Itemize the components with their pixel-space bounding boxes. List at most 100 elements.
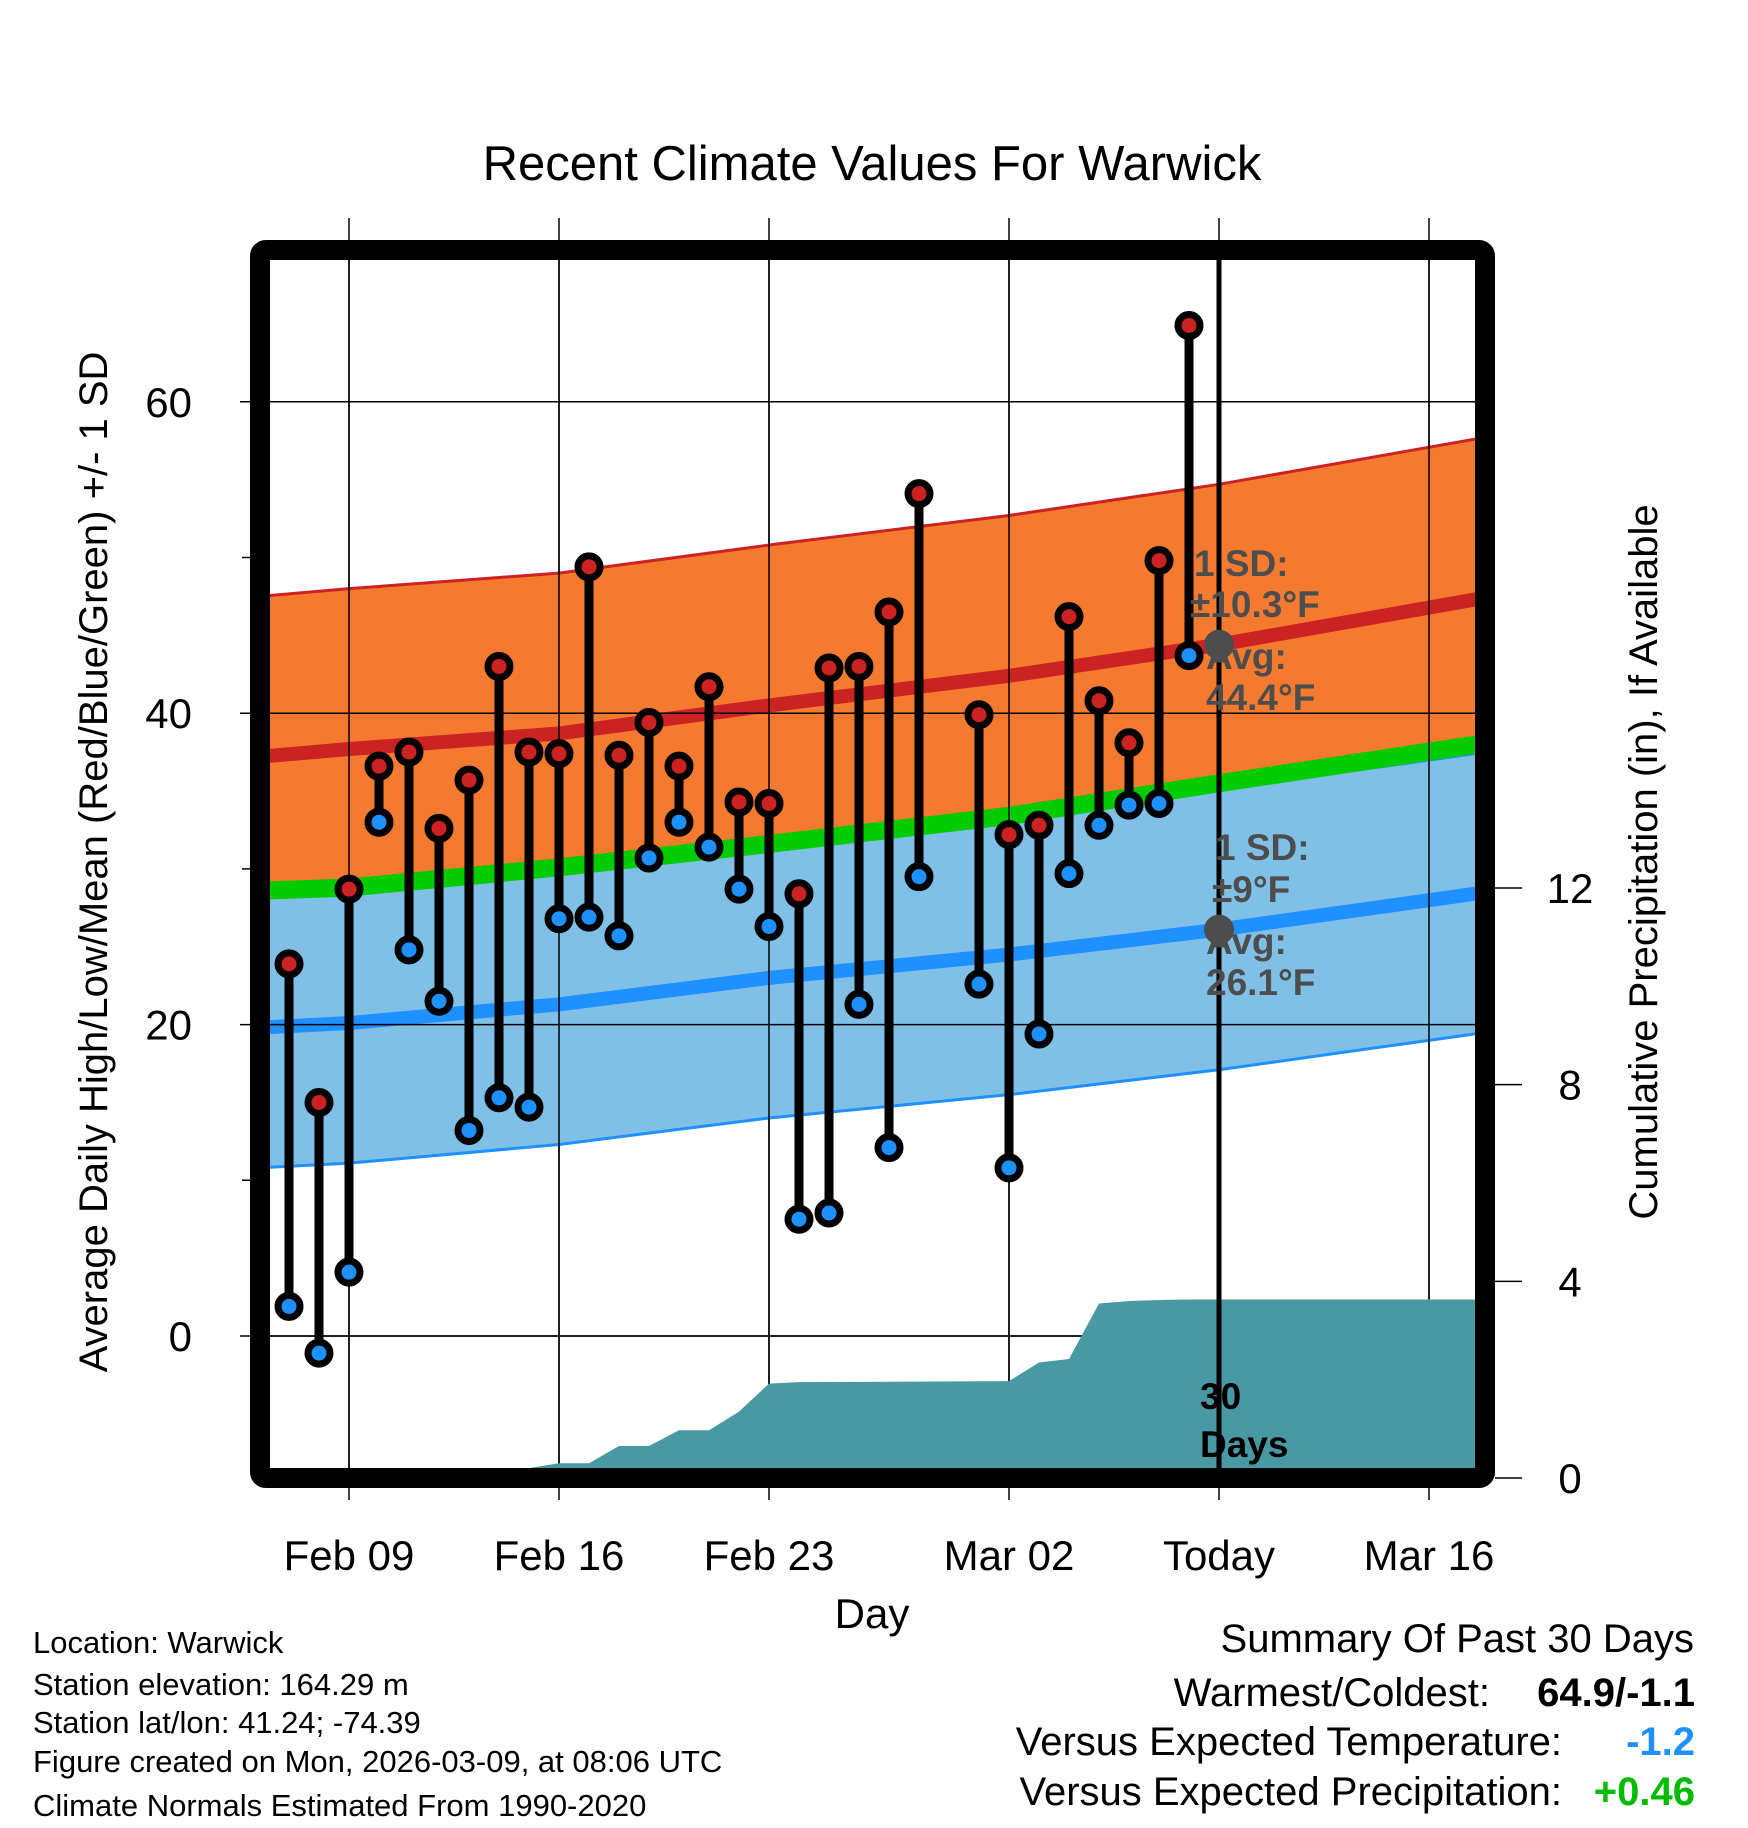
today-low-normal-dot: [1204, 914, 1234, 945]
daily-low-point: [364, 807, 394, 837]
warm-cold-label: Warmest/Coldest:: [1174, 1671, 1490, 1715]
normals-text: Climate Normals Estimated From 1990-2020: [33, 1788, 646, 1823]
daily-high-point: [1114, 728, 1144, 758]
created-text: Figure created on Mon, 2026-03-09, at 08…: [33, 1744, 722, 1779]
station-info: Location: Warwick Station elevation: 164…: [33, 1625, 722, 1823]
daily-low-point: [334, 1257, 364, 1287]
daily-low-point: [394, 935, 424, 965]
daily-low-point: [604, 921, 634, 951]
daily-low-point: [994, 1153, 1024, 1183]
x-tick-label: Today: [1163, 1532, 1275, 1579]
daily-high-point: [1024, 810, 1054, 840]
daily-low-point: [514, 1092, 544, 1122]
temp-vs-expected-value: -1.2: [1626, 1720, 1695, 1764]
high-avg-label: Avg:: [1206, 636, 1287, 677]
high-avg-value: 44.4°F: [1206, 677, 1315, 718]
daily-high-point: [604, 740, 634, 770]
daily-low-point: [544, 904, 574, 934]
daily-high-point: [844, 651, 874, 681]
daily-low-point: [484, 1083, 514, 1113]
daily-high-point: [334, 874, 364, 904]
x-tick-label: Mar 16: [1364, 1532, 1495, 1579]
daily-low-point: [784, 1204, 814, 1234]
daily-low-point: [1054, 859, 1084, 889]
window-label-line2: Days: [1200, 1424, 1288, 1465]
warm-cold-value: 64.9/-1.1: [1537, 1671, 1695, 1715]
window-label-line1: 30: [1200, 1376, 1241, 1417]
daily-high-point: [1174, 311, 1204, 341]
high-sd-value: ±10.3°F: [1190, 584, 1320, 625]
daily-high-point: [544, 739, 574, 769]
normals-annotations: 1 SD: ±10.3°F Avg: 44.4°F 1 SD: ±9°F Avg…: [1190, 543, 1320, 1465]
daily-low-point: [634, 843, 664, 873]
daily-high-point: [1084, 686, 1114, 716]
daily-low-point: [1174, 641, 1204, 671]
high-sd-label: 1 SD:: [1194, 543, 1289, 584]
daily-low-point: [1024, 1019, 1054, 1049]
chart-title: Recent Climate Values For Warwick: [483, 137, 1262, 191]
summary-title: Summary Of Past 30 Days: [1221, 1617, 1694, 1661]
daily-high-point: [874, 597, 904, 627]
cumulative-precip-area: [270, 1299, 1477, 1468]
x-tick-label: Feb 09: [284, 1532, 415, 1579]
y2-tick-label: 12: [1547, 865, 1594, 912]
temperature-marks: [274, 311, 1234, 1368]
y-axis-label: Average Daily High/Low/Mean (Red/Blue/Gr…: [72, 352, 116, 1373]
daily-low-point: [874, 1133, 904, 1163]
low-sd-value: ±9°F: [1212, 869, 1290, 910]
low-sd-label: 1 SD:: [1215, 827, 1310, 868]
elevation-text: Station elevation: 164.29 m: [33, 1667, 409, 1702]
daily-high-point: [664, 751, 694, 781]
daily-high-point: [274, 949, 304, 979]
daily-low-point: [1114, 790, 1144, 820]
daily-high-point: [424, 813, 454, 843]
x-tick-label: Feb 23: [704, 1532, 835, 1579]
daily-low-point: [904, 862, 934, 892]
daily-low-point: [424, 986, 454, 1016]
y-tick-label: 60: [145, 379, 192, 426]
daily-high-point: [754, 789, 784, 819]
low-normal-band: [270, 753, 1477, 1168]
daily-low-point: [274, 1291, 304, 1321]
daily-low-point: [454, 1115, 484, 1145]
daily-high-point: [364, 751, 394, 781]
y2-tick-label: 0: [1558, 1455, 1581, 1502]
daily-high-point: [454, 765, 484, 795]
y-tick-label: 20: [145, 1002, 192, 1049]
daily-low-point: [964, 969, 994, 999]
daily-high-point: [514, 737, 544, 767]
today-high-normal-dot: [1204, 629, 1234, 660]
daily-high-point: [694, 672, 724, 702]
daily-high-point: [394, 737, 424, 767]
y2-tick-label: 4: [1558, 1258, 1581, 1305]
daily-high-point: [484, 651, 514, 681]
daily-low-point: [574, 902, 604, 932]
daily-low-point: [814, 1198, 844, 1228]
daily-low-point: [844, 989, 874, 1019]
low-avg-label: Avg:: [1206, 921, 1287, 962]
y-tick-label: 40: [145, 690, 192, 737]
x-axis-label: Day: [835, 1590, 910, 1637]
latlon-text: Station lat/lon: 41.24; -74.39: [33, 1705, 421, 1740]
daily-high-point: [814, 653, 844, 683]
daily-high-point: [1054, 602, 1084, 632]
daily-high-point: [724, 787, 754, 817]
axis-tick-labels: Feb 09 Feb 16 Feb 23 Mar 02 Today Mar 1660402…: [145, 379, 1593, 1579]
precip-vs-expected-label: Versus Expected Precipitation:: [1019, 1770, 1562, 1814]
summary: Summary Of Past 30 Days Warmest/Coldest:…: [1016, 1617, 1695, 1814]
low-avg-value: 26.1°F: [1206, 962, 1315, 1003]
daily-high-point: [1144, 546, 1174, 576]
daily-high-point: [784, 879, 814, 909]
y2-axis-label: Cumulative Precipitation (in), If Availa…: [1622, 504, 1666, 1219]
temp-vs-expected-label: Versus Expected Temperature:: [1016, 1720, 1562, 1764]
daily-high-point: [994, 820, 1024, 850]
daily-high-point: [304, 1087, 334, 1117]
daily-low-point: [754, 912, 784, 942]
daily-low-point: [1144, 789, 1174, 819]
daily-low-point: [694, 832, 724, 862]
y-tick-label: 0: [169, 1313, 192, 1360]
daily-low-point: [724, 874, 754, 904]
location-text: Location: Warwick: [33, 1625, 284, 1660]
x-tick-label: Feb 16: [494, 1532, 625, 1579]
